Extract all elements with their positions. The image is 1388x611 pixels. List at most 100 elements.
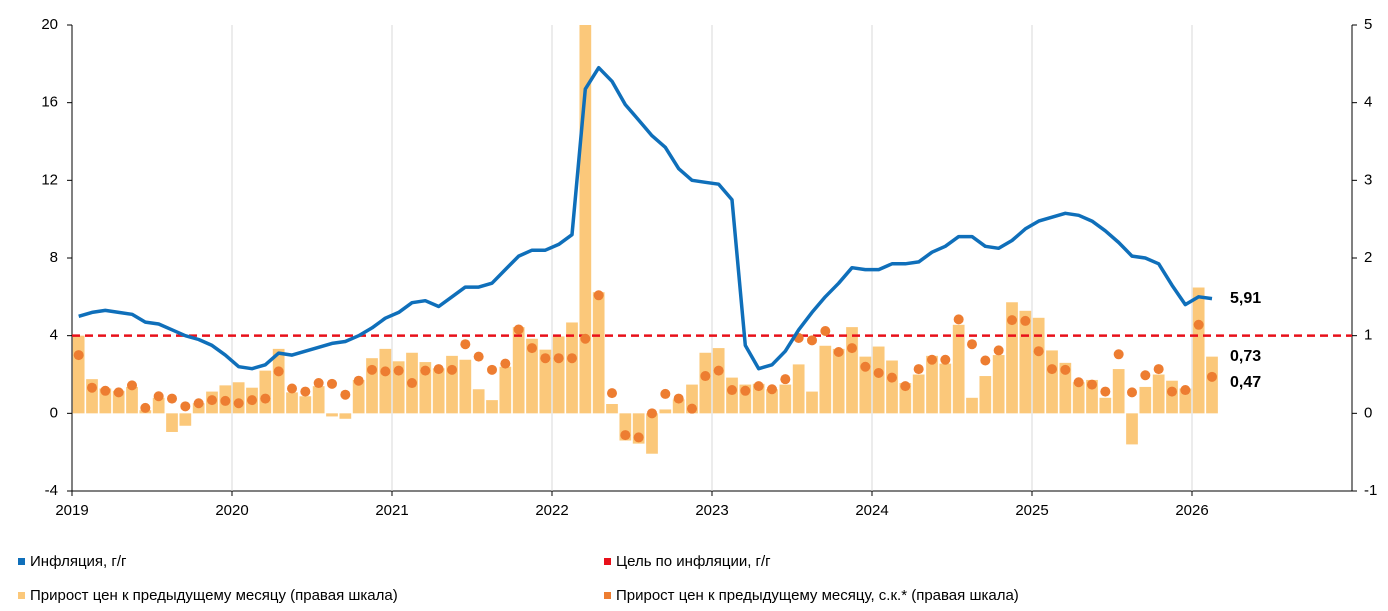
bar	[552, 336, 565, 414]
legend-swatch	[18, 592, 25, 599]
bar	[1179, 388, 1192, 414]
bar	[512, 327, 525, 414]
bar	[486, 400, 498, 414]
y-tick-label: -4	[45, 482, 58, 499]
dot	[647, 408, 657, 419]
dot	[1060, 364, 1071, 375]
dot	[967, 339, 977, 350]
bar	[432, 368, 445, 414]
dot	[380, 366, 391, 377]
bar	[179, 413, 192, 426]
dot	[1020, 315, 1031, 326]
bar	[1126, 413, 1138, 445]
bar	[979, 376, 992, 414]
legend-label: Прирост цен к предыдущему месяцу, с.к.* …	[616, 587, 1019, 604]
bar	[539, 349, 552, 414]
dot	[1140, 370, 1151, 381]
y-tick-label: 16	[41, 94, 58, 111]
y2-tick-label: 3	[1364, 171, 1372, 188]
dot	[1087, 379, 1097, 390]
bar	[1112, 369, 1125, 414]
y-tick-label: 8	[50, 249, 58, 266]
bar	[419, 362, 432, 414]
dot	[1153, 364, 1164, 375]
dot	[460, 339, 471, 350]
dot	[860, 361, 871, 372]
y-tick-label: 20	[41, 16, 58, 33]
bar	[766, 389, 778, 414]
value-label: 0,73	[1230, 348, 1261, 365]
dot	[1100, 386, 1111, 397]
dot	[513, 324, 524, 335]
y-tick-label: 4	[50, 327, 58, 344]
dot	[727, 385, 737, 396]
bar	[779, 384, 792, 414]
dot	[180, 401, 191, 412]
bar	[379, 348, 392, 414]
dot	[73, 350, 84, 361]
legend-label: Прирост цен к предыдущему месяцу (правая…	[30, 587, 398, 604]
bar	[566, 322, 578, 414]
bar	[592, 292, 605, 414]
dot	[407, 378, 417, 389]
dot	[593, 290, 604, 301]
bar	[806, 391, 818, 414]
bar	[646, 413, 658, 454]
bar	[352, 379, 365, 414]
bar	[446, 355, 458, 414]
bar	[832, 348, 845, 414]
bar	[1152, 374, 1165, 414]
y-tick-label: 12	[41, 171, 58, 188]
dot	[420, 365, 431, 376]
dot	[900, 381, 911, 392]
dot	[700, 371, 711, 382]
dot	[167, 393, 177, 404]
dot	[247, 395, 257, 406]
bar	[712, 348, 725, 414]
bar	[859, 356, 872, 414]
dot	[1113, 349, 1124, 360]
dot	[540, 353, 551, 364]
dot	[1047, 364, 1057, 375]
bar	[1059, 362, 1072, 414]
x-tick-label: 2022	[535, 502, 568, 519]
dot	[487, 364, 497, 375]
dot	[953, 314, 964, 325]
dot	[393, 365, 404, 376]
dot	[233, 398, 244, 409]
bar	[659, 409, 672, 414]
bar	[499, 366, 512, 414]
bar	[939, 363, 952, 414]
bar	[686, 384, 698, 414]
y2-tick-label: -1	[1364, 482, 1377, 499]
x-tick-label: 2025	[1015, 502, 1048, 519]
bar	[1019, 310, 1032, 414]
bar	[152, 397, 165, 414]
y2-tick-label: 4	[1364, 94, 1372, 111]
dot	[887, 372, 897, 383]
dot	[807, 335, 817, 346]
legend-swatch	[18, 558, 25, 565]
bar	[126, 386, 138, 414]
bar	[886, 360, 898, 414]
x-tick-label: 2021	[375, 502, 408, 519]
bar	[259, 370, 272, 414]
dot	[1180, 385, 1191, 396]
dot	[1193, 319, 1204, 330]
dot	[87, 382, 97, 393]
bar	[272, 348, 285, 414]
dot	[1167, 386, 1177, 397]
bar	[1032, 317, 1045, 414]
bar	[1139, 386, 1152, 414]
dot	[273, 366, 284, 377]
bar	[632, 413, 645, 444]
dot	[833, 346, 844, 357]
bar	[726, 377, 738, 414]
line	[78, 65, 1213, 371]
dot	[580, 333, 591, 344]
bar	[992, 355, 1005, 414]
x-tick-label: 2020	[215, 502, 248, 519]
y2-tick-label: 5	[1364, 16, 1372, 33]
dot	[753, 381, 764, 392]
